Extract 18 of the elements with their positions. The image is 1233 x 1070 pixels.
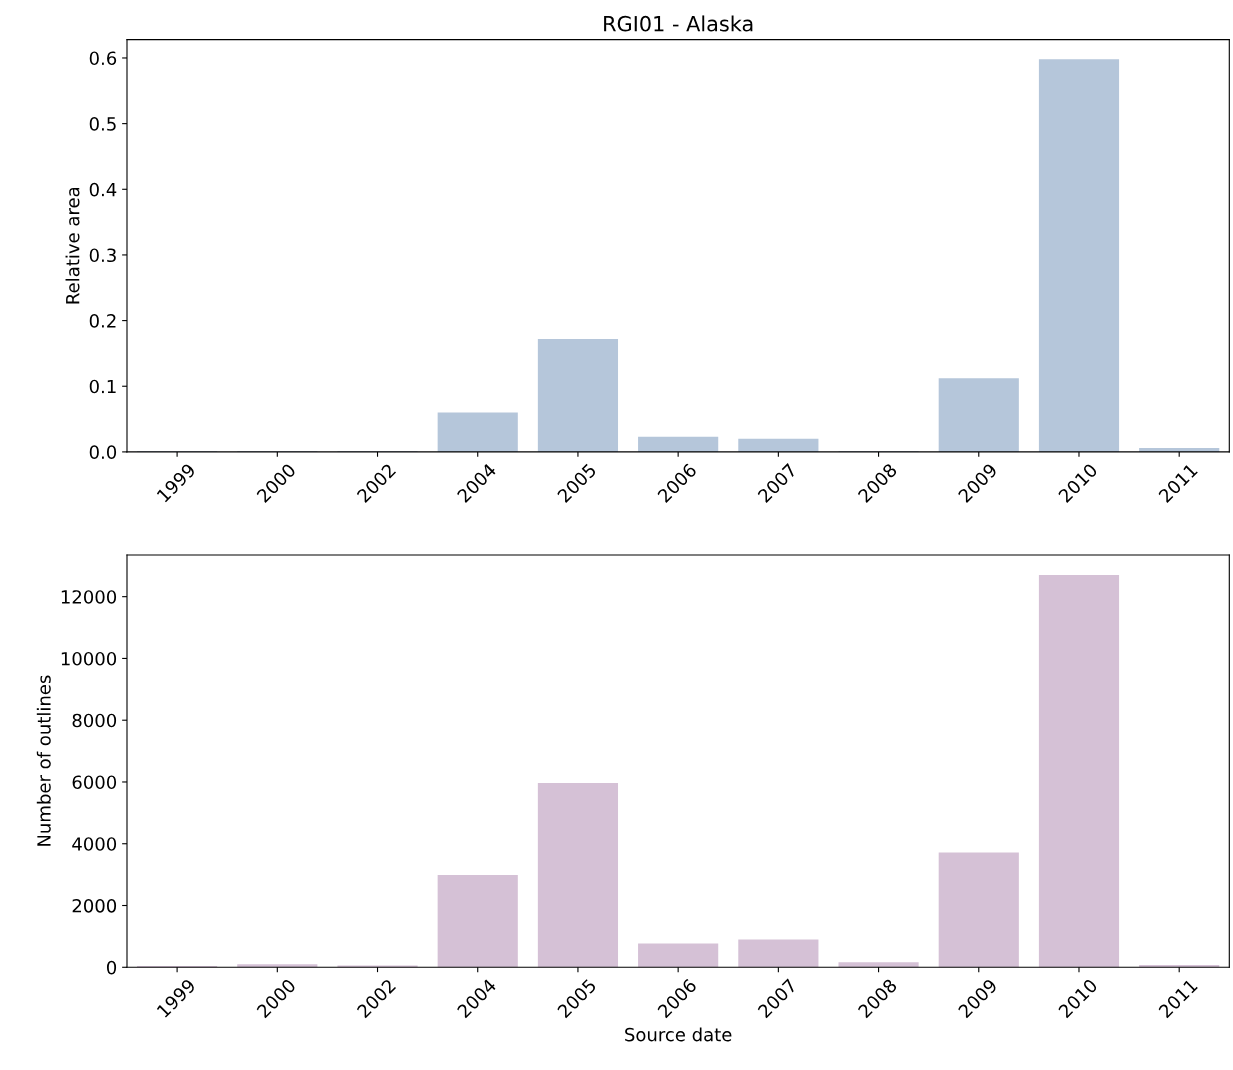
x-axis-title: Source date [625,1027,732,1042]
y-tick-label: 4000 [72,837,117,851]
y-tick-label: 0.0 [89,445,117,460]
y-axis-title: Number of outlines [36,675,51,846]
y-tick-label: 0.4 [89,182,117,197]
y-tick-label: 0.2 [89,314,116,328]
y-axis-title: Relative area [65,187,80,304]
y-tick-label: 12000 [61,590,117,604]
y-tick-label: 6000 [72,775,117,790]
y-tick-label: 0.3 [89,248,116,263]
y-tick-label: 0.5 [89,117,116,131]
y-tick-label: 8000 [72,713,117,728]
y-tick-label: 0.6 [89,51,117,66]
chart-title: RGI01 - Alaska [604,15,753,32]
y-tick-label: 10000 [61,651,117,666]
y-tick-label: 2000 [72,898,117,913]
y-tick-label: 0.1 [89,379,116,394]
y-tick-label: 0 [106,960,117,975]
